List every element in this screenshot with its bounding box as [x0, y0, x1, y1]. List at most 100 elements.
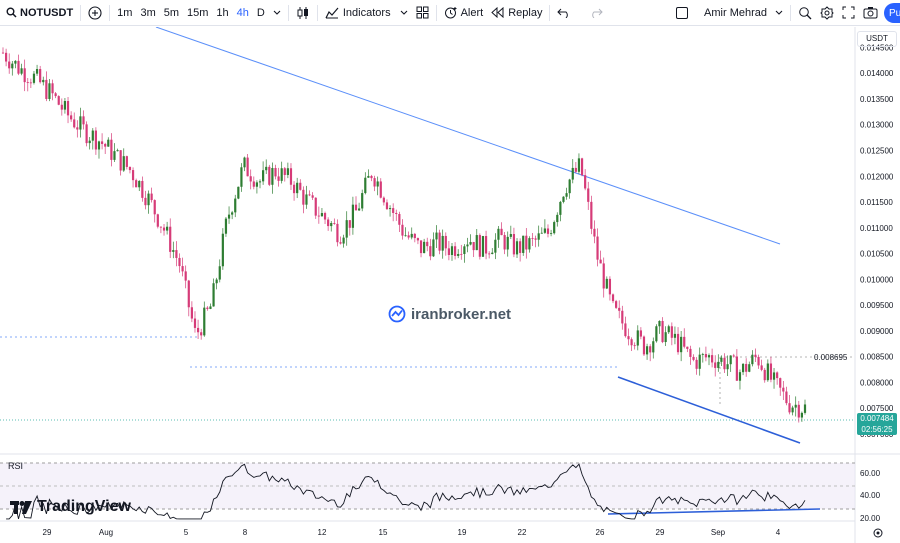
- candle-body[interactable]: [797, 404, 800, 418]
- candle-body[interactable]: [559, 201, 562, 215]
- candle-body[interactable]: [73, 119, 76, 128]
- candle-body[interactable]: [314, 197, 317, 216]
- candle-body[interactable]: [512, 234, 516, 255]
- candle-body[interactable]: [429, 246, 432, 257]
- interval-1m[interactable]: 1m: [117, 6, 133, 19]
- candle-body[interactable]: [574, 167, 577, 172]
- candle-body[interactable]: [11, 63, 14, 69]
- candle-body[interactable]: [680, 336, 683, 353]
- candle-body[interactable]: [500, 228, 503, 236]
- candle-body[interactable]: [772, 372, 776, 380]
- candle-body[interactable]: [283, 168, 286, 175]
- candle-body[interactable]: [763, 369, 766, 381]
- candle-body[interactable]: [484, 236, 488, 254]
- candle-body[interactable]: [271, 168, 274, 185]
- layout-name-button[interactable]: Amir Mehrad: [672, 0, 787, 26]
- indicators-button[interactable]: Indicators: [321, 0, 412, 26]
- candle-body[interactable]: [481, 236, 485, 257]
- candle-body[interactable]: [42, 79, 45, 83]
- candle-body[interactable]: [599, 259, 602, 264]
- candle-body[interactable]: [203, 307, 206, 336]
- candle-body[interactable]: [358, 208, 361, 211]
- candle-body[interactable]: [729, 355, 732, 365]
- candle-body[interactable]: [23, 68, 26, 83]
- price-chart[interactable]: 0.008695 0.014500 0.014000 0.013500 0.01300…: [0, 27, 900, 543]
- candle-body[interactable]: [649, 346, 652, 353]
- candle-body[interactable]: [268, 166, 271, 185]
- candle-body[interactable]: [305, 194, 308, 205]
- candle-body[interactable]: [460, 253, 463, 255]
- candle-body[interactable]: [469, 242, 472, 245]
- candle-body[interactable]: [525, 235, 528, 250]
- candle-body[interactable]: [354, 204, 358, 211]
- candle-body[interactable]: [506, 236, 509, 250]
- candle-body[interactable]: [556, 214, 559, 223]
- candle-body[interactable]: [478, 235, 481, 257]
- candle-body[interactable]: [388, 208, 392, 210]
- candle-body[interactable]: [128, 166, 132, 171]
- interval-dropdown[interactable]: [269, 0, 285, 26]
- candle-body[interactable]: [262, 170, 265, 182]
- candle-body[interactable]: [392, 208, 395, 213]
- currency-selector[interactable]: USDT: [857, 31, 897, 47]
- candle-body[interactable]: [243, 157, 246, 168]
- candle-body[interactable]: [692, 356, 695, 360]
- interval-1h[interactable]: 1h: [216, 6, 229, 19]
- candle-body[interactable]: [534, 238, 537, 240]
- candle-body[interactable]: [345, 220, 348, 238]
- candle-body[interactable]: [200, 332, 203, 336]
- candle-body[interactable]: [336, 223, 339, 243]
- candle-body[interactable]: [57, 96, 60, 105]
- candle-body[interactable]: [413, 233, 416, 239]
- candle-body[interactable]: [70, 115, 73, 120]
- publish-button[interactable]: Pu: [884, 3, 900, 23]
- candle-body[interactable]: [209, 306, 212, 309]
- candle-body[interactable]: [741, 363, 745, 373]
- symbol-search[interactable]: NOTUSDT: [0, 0, 77, 26]
- interval-3m[interactable]: 3m: [140, 6, 156, 19]
- candle-body[interactable]: [732, 355, 735, 357]
- candle-body[interactable]: [683, 336, 686, 347]
- candle-body[interactable]: [274, 168, 277, 177]
- candle-body[interactable]: [794, 404, 797, 408]
- candle-body[interactable]: [395, 212, 398, 215]
- candle-body[interactable]: [720, 357, 723, 362]
- candle-body[interactable]: [435, 232, 438, 240]
- candle-body[interactable]: [698, 354, 701, 369]
- candle-body[interactable]: [178, 257, 181, 267]
- candle-body[interactable]: [246, 157, 249, 177]
- rsi-line[interactable]: [6, 463, 806, 520]
- candle-body[interactable]: [714, 362, 717, 368]
- candle-body[interactable]: [141, 180, 144, 198]
- chart-type-button[interactable]: [292, 0, 314, 26]
- candle-body[interactable]: [367, 175, 370, 178]
- candle-body[interactable]: [184, 271, 187, 281]
- quick-search-button[interactable]: [794, 0, 816, 26]
- candle-body[interactable]: [457, 253, 460, 256]
- candle-body[interactable]: [252, 181, 255, 187]
- candle-body[interactable]: [803, 404, 807, 413]
- candle-body[interactable]: [444, 235, 447, 249]
- candle-body[interactable]: [630, 339, 633, 346]
- candle-body[interactable]: [265, 166, 268, 171]
- candle-body[interactable]: [711, 355, 714, 363]
- replay-button[interactable]: Replay: [487, 0, 546, 26]
- rsi-legend[interactable]: RSI: [8, 461, 24, 471]
- candle-body[interactable]: [791, 407, 794, 413]
- candle-body[interactable]: [621, 310, 624, 324]
- candle-body[interactable]: [590, 201, 593, 229]
- candle-body[interactable]: [531, 238, 534, 239]
- candle-body[interactable]: [382, 197, 385, 203]
- candle-body[interactable]: [1, 52, 5, 54]
- candle-body[interactable]: [618, 307, 621, 311]
- interval-15m[interactable]: 15m: [187, 6, 209, 19]
- candle-body[interactable]: [218, 266, 221, 280]
- candle-body[interactable]: [670, 326, 673, 338]
- candle-body[interactable]: [249, 176, 252, 182]
- candle-body[interactable]: [85, 124, 88, 144]
- fullscreen-button[interactable]: [838, 0, 859, 26]
- candle-body[interactable]: [29, 82, 32, 84]
- candle-body[interactable]: [754, 354, 757, 357]
- candle-body[interactable]: [577, 158, 581, 172]
- candle-body[interactable]: [519, 241, 522, 253]
